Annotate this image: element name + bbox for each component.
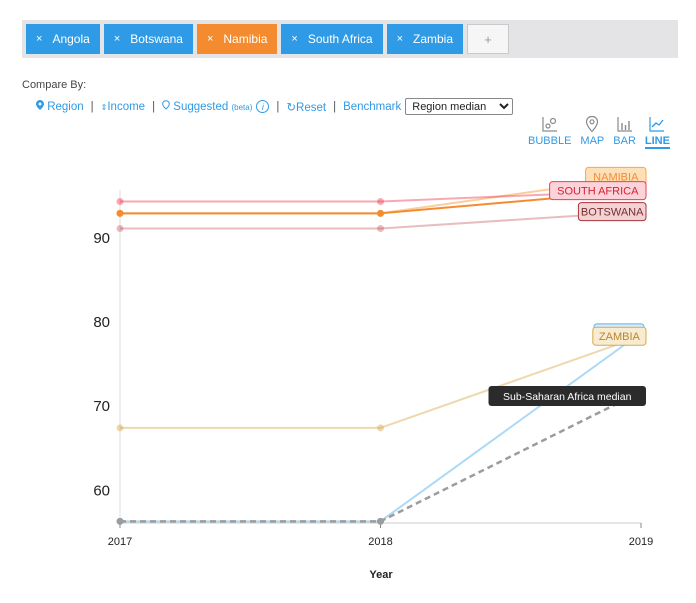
series-label: ZAMBIA bbox=[599, 331, 641, 343]
chart-type-label: MAP bbox=[580, 135, 605, 147]
region-option[interactable]: Region bbox=[36, 100, 84, 113]
remove-icon[interactable]: × bbox=[396, 33, 403, 45]
reset-label: Reset bbox=[296, 101, 327, 114]
chart-type-bar[interactable]: BAR bbox=[613, 115, 636, 149]
tag-label: Angola bbox=[52, 32, 90, 46]
tag-label: South Africa bbox=[307, 32, 373, 46]
series-label: BOTSWANA bbox=[581, 207, 644, 219]
data-point[interactable] bbox=[377, 224, 384, 232]
x-tick-label: 2017 bbox=[108, 536, 132, 548]
separator: | bbox=[90, 100, 94, 113]
bar-chart-icon bbox=[616, 117, 632, 132]
data-point[interactable] bbox=[116, 424, 124, 432]
median-tooltip-box bbox=[488, 386, 646, 406]
beta-label: (beta) bbox=[231, 103, 253, 112]
suggested-label: Suggested bbox=[173, 101, 229, 113]
series-line bbox=[120, 335, 642, 429]
series-label-box bbox=[592, 326, 647, 346]
data-point[interactable] bbox=[116, 198, 124, 206]
chart-type-label: BAR bbox=[613, 135, 636, 147]
remove-icon[interactable]: × bbox=[206, 33, 214, 45]
income-option[interactable]: ⇕Income bbox=[101, 101, 145, 113]
x-axis-title: Year bbox=[369, 569, 393, 581]
reset-option[interactable]: ↻Reset bbox=[286, 100, 326, 114]
series-label-box bbox=[549, 181, 647, 201]
tag-botswana[interactable]: × Botswana bbox=[103, 24, 193, 54]
line-chart-icon bbox=[649, 117, 665, 132]
compare-by-label: Compare By: bbox=[22, 79, 87, 91]
data-point[interactable] bbox=[377, 198, 384, 206]
chart-type-map[interactable]: MAP bbox=[580, 115, 604, 149]
benchmark-select[interactable]: Region median bbox=[405, 98, 514, 115]
data-point[interactable] bbox=[377, 424, 384, 432]
income-label: Income bbox=[107, 100, 146, 113]
pin-outline-icon bbox=[162, 100, 170, 110]
country-filter-bar: × Angola × Botswana × Namibia × South Africa… bbox=[22, 20, 678, 58]
separator: | bbox=[333, 100, 337, 113]
chart-type-line[interactable]: LINE bbox=[644, 115, 670, 149]
tag-zambia[interactable]: × Zambia bbox=[386, 24, 464, 54]
y-tick-label: 80 bbox=[93, 314, 110, 331]
series-line bbox=[120, 390, 642, 523]
tag-namibia[interactable]: × Namibia bbox=[196, 24, 278, 54]
y-tick-label: 60 bbox=[93, 482, 110, 499]
chart-type-label: LINE bbox=[644, 135, 670, 149]
series-label-box bbox=[577, 202, 647, 222]
info-icon[interactable]: i bbox=[256, 100, 270, 113]
x-tick-label: 2018 bbox=[368, 536, 392, 548]
bubble-chart-icon bbox=[542, 117, 557, 132]
data-point[interactable] bbox=[377, 517, 384, 525]
series-label: NAMIBIA bbox=[593, 171, 639, 183]
region-label: Region bbox=[47, 101, 84, 113]
tag-label: Zambia bbox=[413, 32, 454, 46]
series-line bbox=[120, 210, 642, 230]
chart-type-bubble[interactable]: BUBBLE bbox=[528, 115, 571, 149]
y-tick-label: 90 bbox=[93, 230, 110, 247]
chart-type-switcher: BUBBLE MAP BAR LINE bbox=[528, 115, 670, 149]
y-tick-label: 70 bbox=[93, 398, 110, 415]
suggested-option[interactable]: Suggested (beta) bbox=[162, 100, 252, 113]
separator: | bbox=[276, 100, 280, 113]
series-label: SOUTH AFRICA bbox=[557, 186, 639, 198]
add-country-button[interactable]: + bbox=[467, 24, 510, 54]
x-tick-label: 2019 bbox=[629, 536, 653, 548]
separator: | bbox=[152, 100, 156, 113]
remove-icon[interactable]: × bbox=[113, 33, 121, 45]
benchmark-label: Benchmark bbox=[343, 100, 402, 113]
data-point[interactable] bbox=[377, 209, 384, 217]
remove-icon[interactable]: × bbox=[36, 33, 43, 45]
chart-type-label: BUBBLE bbox=[528, 135, 572, 147]
data-point[interactable] bbox=[116, 209, 124, 217]
map-pin-icon bbox=[586, 115, 599, 133]
tag-label: Namibia bbox=[223, 32, 268, 46]
sort-icon: ⇕ bbox=[100, 102, 108, 112]
tag-label: Botswana bbox=[130, 32, 183, 46]
tag-south-africa[interactable]: × South Africa bbox=[281, 24, 383, 54]
map-pin-icon bbox=[36, 100, 44, 110]
data-point[interactable] bbox=[116, 224, 124, 232]
reset-icon: ↻ bbox=[286, 101, 297, 114]
tag-angola[interactable]: × Angola bbox=[26, 24, 100, 54]
median-tooltip-label: Sub-Saharan Africa median bbox=[503, 391, 632, 403]
compare-options: Region | ⇕Income | Suggested (beta) i | … bbox=[36, 98, 514, 115]
remove-icon[interactable]: × bbox=[291, 33, 298, 45]
data-point[interactable] bbox=[116, 517, 124, 525]
